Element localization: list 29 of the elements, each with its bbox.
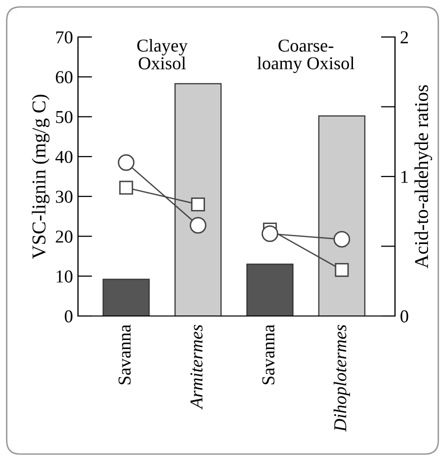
bar: [174, 83, 222, 316]
bar: [318, 115, 366, 316]
point: [333, 230, 350, 248]
x-tick-label: Savanna: [262, 324, 274, 384]
y2-tick-label: 0: [400, 310, 408, 322]
x-tick-label: Dihoplotermes: [334, 324, 350, 432]
point: [190, 216, 206, 234]
y2-axis-title: Acid-to-aldehyde ratios: [414, 85, 432, 268]
y2-tick-label: 2: [400, 31, 408, 44]
y-axis-title: VSC-lignin (mg/g C): [32, 94, 50, 259]
y-tick-label: 0: [64, 310, 72, 322]
point: [191, 197, 205, 212]
annotation: Coarse- loamy Oxisol: [257, 40, 354, 74]
y2-tick-label: 1: [401, 170, 408, 183]
bar: [246, 264, 294, 316]
point: [262, 225, 278, 242]
x-tick-label: Armitermes: [190, 324, 203, 410]
bar: [102, 278, 150, 316]
y-tick-label: 70: [56, 31, 72, 44]
y-tick-label: 30: [56, 190, 72, 203]
y-tick-label: 20: [56, 230, 72, 243]
y-tick-label: 40: [55, 150, 72, 164]
point: [334, 263, 349, 277]
y-tick-label: 60: [56, 71, 72, 84]
y-tick-label: 50: [56, 110, 72, 124]
annotation: Clayey Oxisol: [137, 38, 188, 70]
y-tick-label: 10: [56, 270, 72, 283]
x-tick-label: Savanna: [118, 324, 131, 384]
point: [119, 180, 134, 195]
